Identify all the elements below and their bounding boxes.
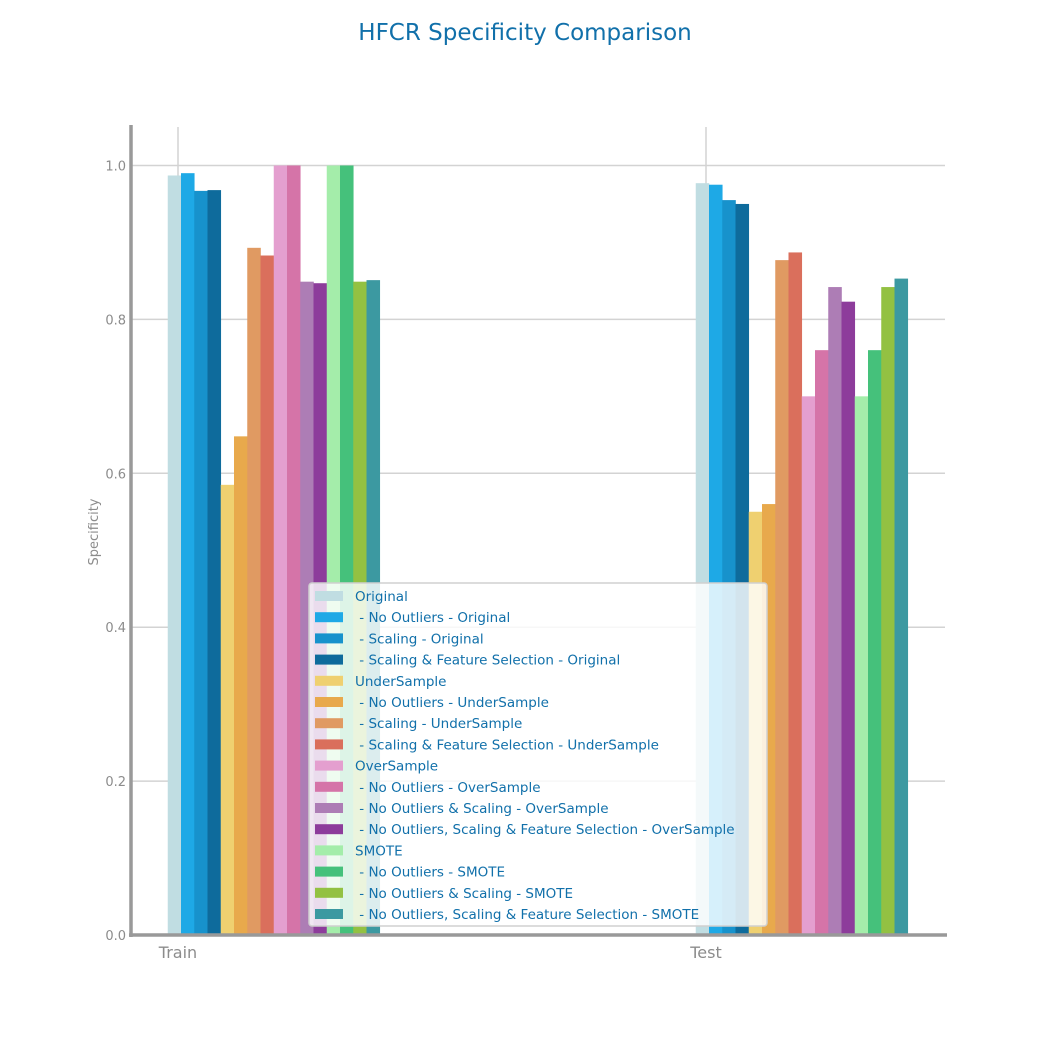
legend-swatch-5: [315, 697, 343, 707]
bar-train-2: [194, 190, 208, 935]
legend-swatch-3: [315, 654, 343, 665]
legend-entry-4: UnderSample: [355, 674, 446, 690]
bar-train-6: [247, 247, 261, 935]
legend-entry-7: - Scaling & Feature Selection - UnderSam…: [355, 737, 659, 753]
legend-swatch-13: [315, 866, 343, 877]
y-tick-label: 0.2: [105, 775, 126, 790]
legend-entry-11: - No Outliers, Scaling & Feature Selecti…: [355, 822, 735, 838]
bar-test-14: [881, 287, 895, 936]
x-tick-labels: Train Test: [158, 943, 722, 962]
legend-entry-9: - No Outliers - OverSample: [355, 780, 541, 796]
bar-test-11: [841, 301, 856, 936]
y-tick-label: 0.6: [105, 467, 126, 482]
legend-entry-14: - No Outliers & Scaling - SMOTE: [355, 886, 573, 902]
bar-test-13: [868, 350, 882, 936]
chart-title: HFCR Specificity Comparison: [358, 20, 691, 46]
bar-train-4: [220, 484, 235, 935]
y-axis-label: Specificity: [87, 498, 102, 565]
bar-test-6: [775, 260, 789, 935]
legend: Original - No Outliers - Original - Scal…: [308, 582, 768, 927]
legend-entry-12: SMOTE: [355, 843, 403, 859]
legend-swatch-1: [315, 612, 343, 623]
legend-swatch-11: [315, 824, 343, 835]
legend-box: [308, 582, 768, 927]
bars: [167, 165, 909, 936]
bar-train-0: [167, 175, 182, 936]
legend-entry-13: - No Outliers - SMOTE: [355, 865, 505, 881]
bar-train-5: [234, 436, 248, 935]
legend-swatch-9: [315, 781, 343, 792]
legend-entry-8: OverSample: [355, 759, 438, 775]
x-tick-label-test: Test: [689, 943, 722, 962]
y-tick-label: 0.0: [105, 929, 126, 944]
x-tick-label-train: Train: [158, 943, 197, 962]
bar-test-10: [828, 287, 842, 936]
legend-entry-5: - No Outliers - UnderSample: [355, 695, 549, 711]
legend-swatch-8: [315, 760, 343, 771]
legend-swatch-10: [315, 803, 343, 813]
bar-train-7: [260, 255, 275, 935]
legend-swatch-4: [315, 675, 343, 686]
legend-entry-15: - No Outliers, Scaling & Feature Selecti…: [355, 907, 699, 923]
legend-swatch-12: [315, 845, 343, 856]
legend-swatch-14: [315, 887, 343, 898]
bar-test-8: [801, 396, 816, 935]
bar-test-12: [854, 396, 869, 935]
bar-test-9: [815, 350, 829, 936]
legend-swatch-6: [315, 718, 343, 729]
axes: [129, 125, 947, 937]
bar-train-1: [181, 173, 195, 935]
bar-test-15: [894, 278, 909, 935]
legend-entry-10: - No Outliers & Scaling - OverSample: [355, 801, 609, 817]
y-tick-labels: 0.0 0.2 0.4 0.6 0.8 1.0: [105, 159, 126, 944]
bar-train-8: [273, 165, 288, 935]
legend-swatch-0: [315, 591, 343, 601]
legend-swatch-7: [315, 739, 343, 750]
y-tick-label: 0.4: [105, 621, 126, 636]
legend-entry-3: - Scaling & Feature Selection - Original: [355, 653, 620, 669]
bar-test-7: [788, 252, 803, 936]
bar-train-3: [207, 190, 222, 935]
legend-entry-2: - Scaling - Original: [355, 631, 484, 647]
legend-entry-0: Original: [355, 589, 408, 605]
legend-swatch-2: [315, 633, 343, 644]
legend-entry-1: - No Outliers - Original: [355, 610, 510, 626]
legend-entry-6: - Scaling - UnderSample: [355, 716, 522, 732]
y-tick-label: 1.0: [105, 159, 126, 174]
bar-train-9: [287, 165, 301, 935]
legend-swatch-15: [315, 909, 343, 919]
y-tick-label: 0.8: [105, 313, 126, 328]
